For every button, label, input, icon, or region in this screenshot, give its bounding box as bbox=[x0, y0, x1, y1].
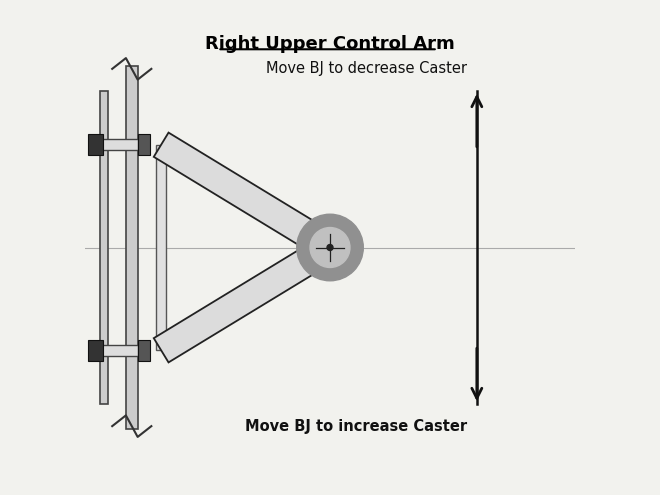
Polygon shape bbox=[154, 236, 337, 362]
Circle shape bbox=[327, 245, 333, 250]
Text: Move BJ to decrease Caster: Move BJ to decrease Caster bbox=[266, 61, 467, 76]
FancyBboxPatch shape bbox=[126, 66, 138, 429]
FancyBboxPatch shape bbox=[138, 135, 150, 155]
FancyBboxPatch shape bbox=[88, 135, 103, 155]
Circle shape bbox=[310, 228, 350, 267]
FancyBboxPatch shape bbox=[100, 91, 108, 404]
Polygon shape bbox=[154, 133, 337, 259]
Text: Move BJ to increase Caster: Move BJ to increase Caster bbox=[245, 419, 467, 434]
Circle shape bbox=[297, 214, 363, 281]
FancyBboxPatch shape bbox=[138, 340, 150, 360]
Text: Right Upper Control Arm: Right Upper Control Arm bbox=[205, 35, 455, 52]
FancyBboxPatch shape bbox=[100, 345, 138, 356]
FancyBboxPatch shape bbox=[100, 139, 138, 150]
FancyBboxPatch shape bbox=[88, 340, 103, 360]
FancyBboxPatch shape bbox=[156, 145, 166, 350]
